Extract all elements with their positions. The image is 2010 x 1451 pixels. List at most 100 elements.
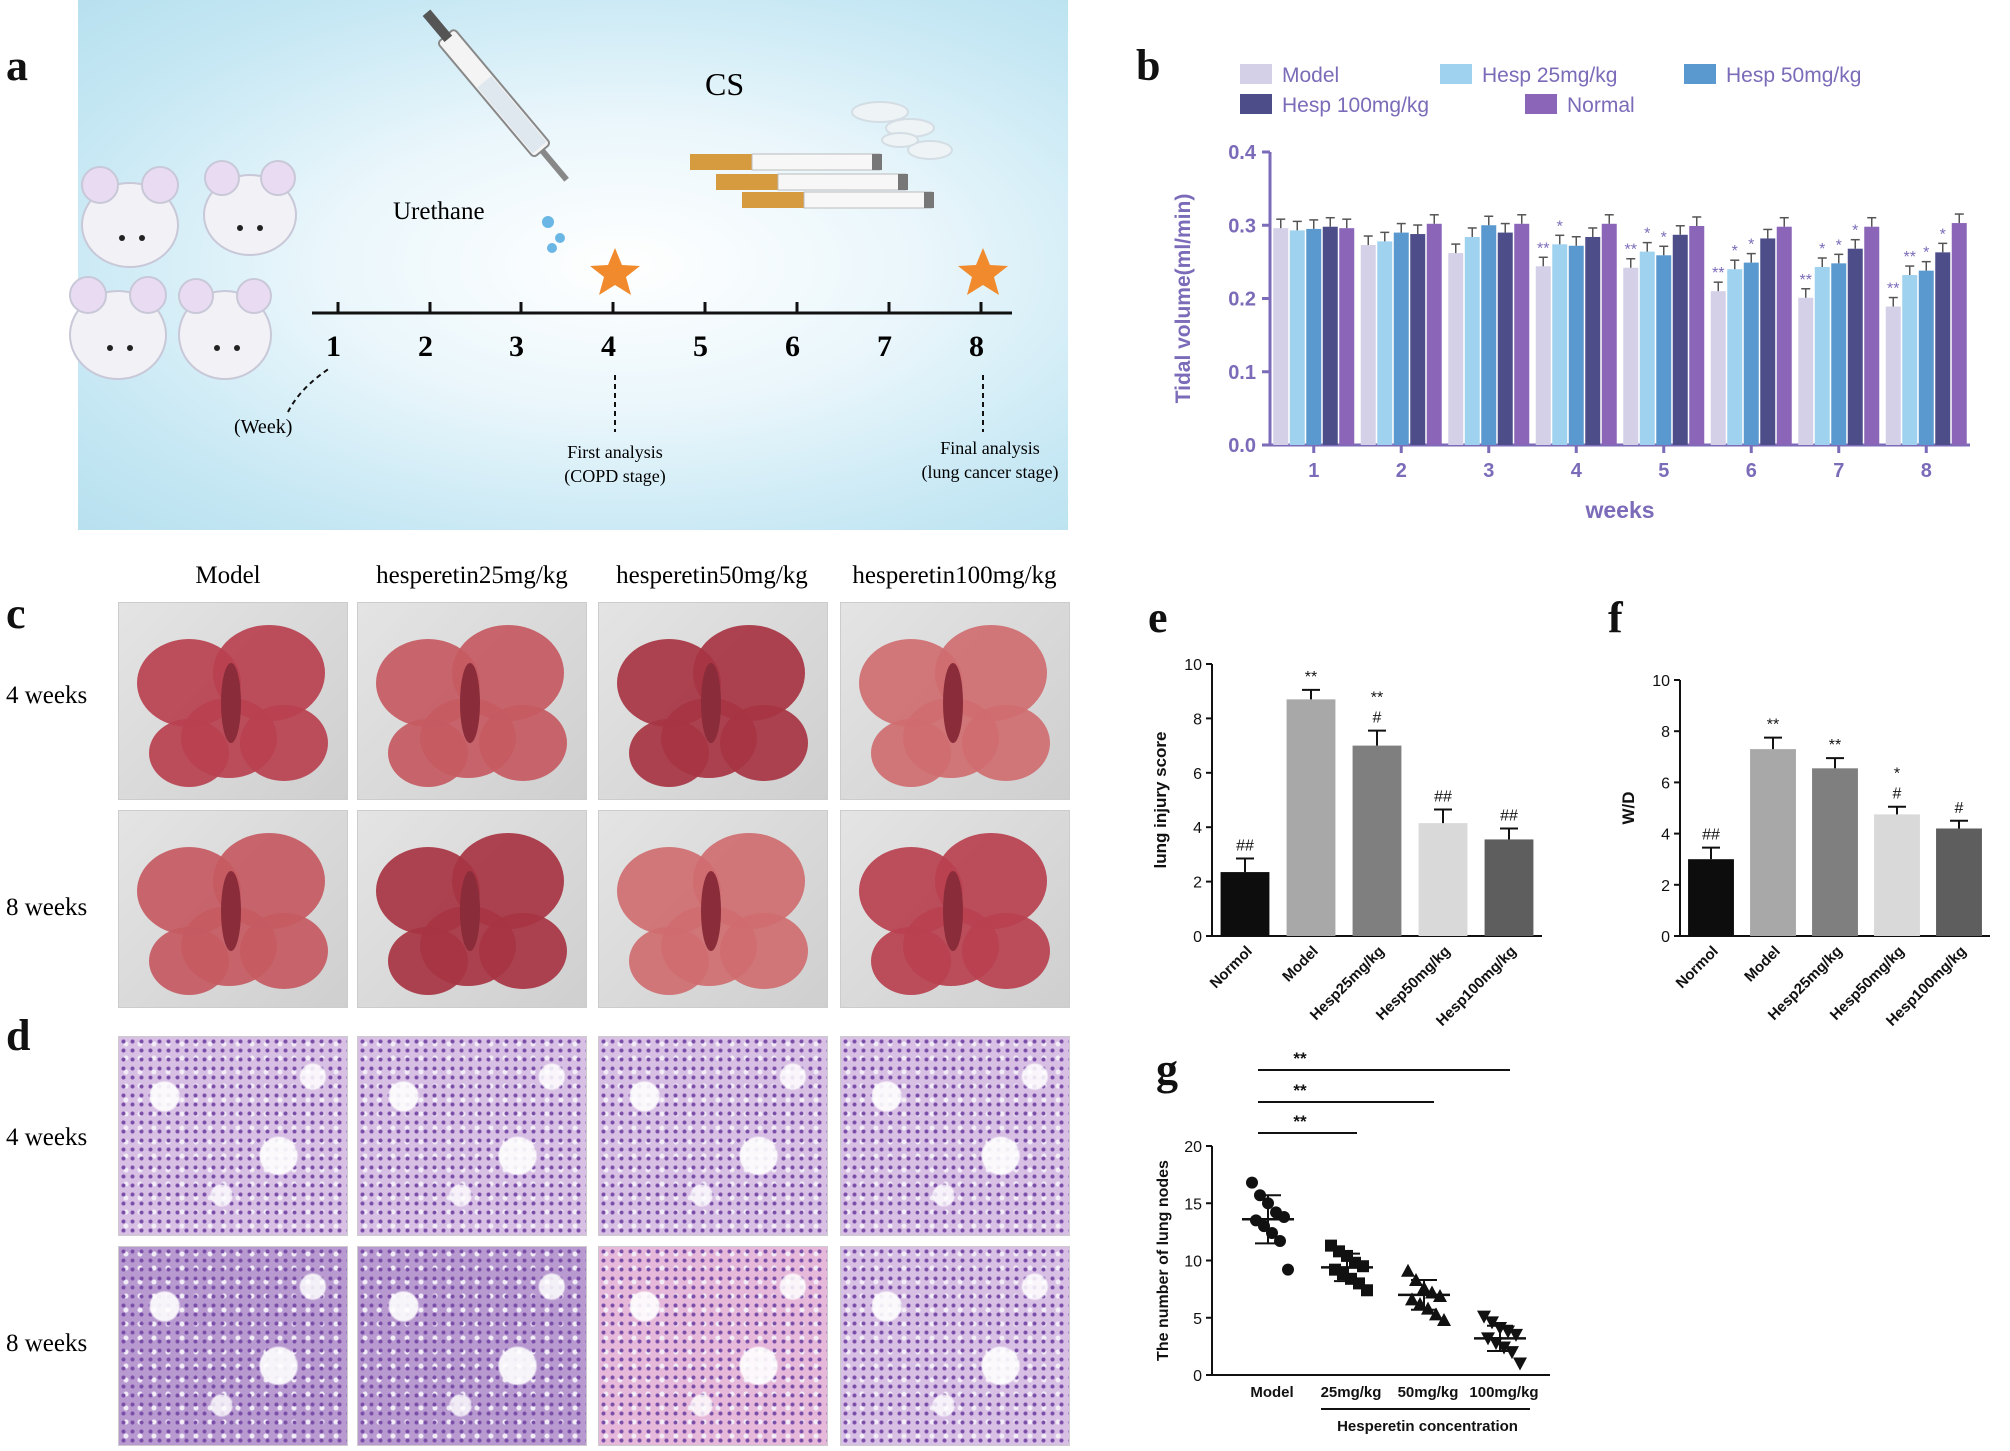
x-tick-label: 100mg/kg xyxy=(1469,1384,1538,1401)
significance-marker: ** xyxy=(1712,265,1724,282)
lung-photo xyxy=(598,602,828,800)
significance-marker: # xyxy=(1893,786,1902,803)
week-number-5: 5 xyxy=(693,330,708,363)
bar xyxy=(1951,223,1967,445)
significance-marker: * xyxy=(1819,241,1825,258)
significance-marker: * xyxy=(1894,766,1900,783)
data-point xyxy=(1513,1357,1527,1371)
y-axis-title: lung injury score xyxy=(1151,732,1170,869)
row-label-c-4weeks: 4 weeks xyxy=(6,682,88,709)
significance-marker: # xyxy=(1955,800,1964,817)
bar xyxy=(1426,223,1442,445)
lung-airway xyxy=(701,663,721,743)
lung-lobe xyxy=(720,705,808,781)
significance-marker: ** xyxy=(1800,272,1812,289)
star-icon xyxy=(958,248,1008,295)
bar xyxy=(1568,245,1584,445)
lung-lobe xyxy=(388,927,468,995)
lung-airway xyxy=(943,871,963,951)
lung-lobe xyxy=(452,833,564,929)
y-tick-label: 8 xyxy=(1661,724,1670,741)
lung-injury-chart: 0 2 4 6 8 10 lung injury score ## Normol ** Model #… xyxy=(1151,657,1542,1030)
star-icon xyxy=(590,248,640,295)
lung-illustration xyxy=(376,625,567,787)
mouse-icon xyxy=(69,160,297,380)
significance-marker: ** xyxy=(1305,669,1317,686)
significance-marker: ## xyxy=(1236,837,1254,854)
tidal-volume-chart: 0.0 0.1 0.2 0.3 0.4 Tidal volume(ml/min) weeks… xyxy=(1172,64,1970,523)
panel-label-e: e xyxy=(1148,593,1168,642)
bar xyxy=(1481,225,1497,445)
lung-lobe xyxy=(149,927,229,995)
bar xyxy=(1286,699,1336,936)
droplet-icon xyxy=(542,216,554,228)
bar xyxy=(1360,245,1376,445)
week-number-3: 3 xyxy=(509,330,524,363)
lung-photo xyxy=(840,602,1070,800)
bar xyxy=(1710,291,1726,445)
x-tick-label: Normol xyxy=(1207,943,1256,992)
final-analysis-label: Final analysis (lung cancer stage) xyxy=(900,436,1080,484)
syringe-icon xyxy=(422,9,569,182)
y-tick-label: 10 xyxy=(1184,657,1202,674)
lung-illustration xyxy=(617,833,808,995)
y-tick-label: 8 xyxy=(1193,711,1202,728)
data-point xyxy=(1282,1263,1294,1276)
significance-marker: * xyxy=(1940,226,1946,243)
lung-lobe xyxy=(962,913,1050,989)
legend-swatch xyxy=(1440,64,1472,84)
lung-illustration xyxy=(859,625,1050,787)
x-tick-label: Model xyxy=(1279,943,1322,986)
lung-illustration xyxy=(137,625,328,787)
bar xyxy=(1220,872,1270,936)
x-tick-label: Model xyxy=(1250,1384,1293,1401)
bar xyxy=(1464,236,1480,445)
data-point xyxy=(1421,1301,1435,1315)
lung-lobe xyxy=(962,705,1050,781)
bar xyxy=(1552,244,1568,445)
lung-lobe xyxy=(213,833,325,929)
lung-photo xyxy=(118,810,348,1008)
lung-lobe xyxy=(240,913,328,989)
bar xyxy=(1497,232,1513,445)
lung-lobe xyxy=(213,625,325,721)
panel-label-b: b xyxy=(1136,41,1161,90)
significance-marker: * xyxy=(1923,245,1929,262)
y-tick-label: 0.2 xyxy=(1228,289,1256,311)
y-tick-label: 10 xyxy=(1652,673,1670,690)
bar xyxy=(1936,828,1982,936)
legend-swatch xyxy=(1684,64,1716,84)
x-axis-title: Hesperetin concentration xyxy=(1337,1418,1518,1435)
histology-image xyxy=(840,1036,1070,1236)
row-label-c-8weeks: 8 weeks xyxy=(6,894,88,921)
week-arrow xyxy=(287,367,331,413)
bar xyxy=(1688,859,1734,936)
bar xyxy=(1885,306,1901,445)
significance-marker: # xyxy=(1373,710,1382,727)
bar xyxy=(1410,234,1426,445)
significance-marker: ** xyxy=(1767,717,1779,734)
panel-label-g: g xyxy=(1156,1045,1178,1094)
week-label: (Week) xyxy=(234,416,293,438)
first-analysis-stage: (COPD stage) xyxy=(564,466,666,486)
bar xyxy=(1918,270,1934,445)
data-point xyxy=(1401,1263,1415,1277)
lung-lobe xyxy=(629,927,709,995)
histology-image xyxy=(357,1246,587,1446)
bar xyxy=(1864,226,1880,445)
bar xyxy=(1847,248,1863,445)
bar xyxy=(1514,223,1530,445)
legend-swatch xyxy=(1240,94,1272,114)
y-tick-label: 5 xyxy=(1193,1311,1202,1328)
x-tick-label: Normol xyxy=(1673,943,1722,992)
bar xyxy=(1760,238,1776,445)
y-tick-label: 0.4 xyxy=(1228,142,1257,164)
significance-marker: * xyxy=(1557,218,1563,235)
column-label-model: Model xyxy=(195,562,261,589)
bar xyxy=(1776,226,1792,445)
significance-marker: ** xyxy=(1829,737,1841,754)
y-tick-label: 0.1 xyxy=(1228,362,1256,384)
lung-photo xyxy=(357,810,587,1008)
lung-lobe xyxy=(388,719,468,787)
significance-marker: * xyxy=(1852,223,1858,240)
